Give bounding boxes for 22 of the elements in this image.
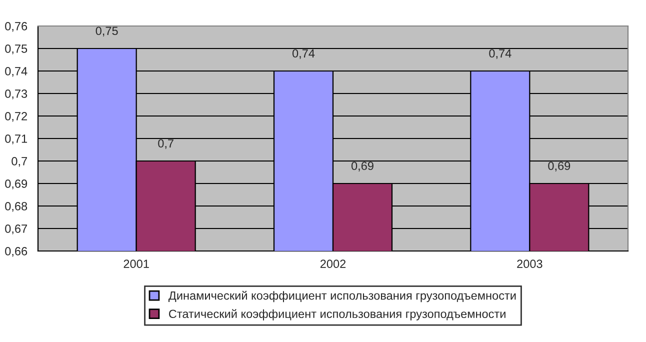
y-tick-label: 0,68 bbox=[5, 202, 28, 212]
x-tick-label: 2002 bbox=[320, 260, 346, 268]
y-tick-label: 0,67 bbox=[5, 224, 27, 234]
data-label: 0,7 bbox=[158, 139, 174, 149]
data-label: 0,69 bbox=[351, 162, 374, 172]
data-label: 0,74 bbox=[292, 49, 315, 59]
y-tick-label: 0,7 bbox=[12, 157, 27, 167]
legend-label: Статический коэффициент использования грузоподъемности bbox=[169, 309, 506, 320]
data-label: 0,74 bbox=[489, 49, 512, 59]
y-tick-label: 0,74 bbox=[5, 67, 28, 77]
x-tick-label: 2003 bbox=[517, 260, 542, 268]
data-label: 0,75 bbox=[96, 26, 118, 36]
y-tick-label: 0,73 bbox=[5, 90, 28, 100]
data-label: 0,69 bbox=[548, 162, 570, 172]
x-tick-label: 2001 bbox=[124, 260, 149, 268]
y-tick-label: 0,71 bbox=[5, 134, 28, 144]
y-tick-label: 0,75 bbox=[5, 44, 28, 54]
y-tick-label: 0,76 bbox=[5, 22, 28, 32]
legend-label: Динамический коэффициент использования грузоподъемности bbox=[168, 290, 516, 302]
y-tick-label: 0,69 bbox=[5, 180, 28, 190]
y-tick-label: 0,72 bbox=[5, 112, 27, 122]
y-tick-label: 0,66 bbox=[5, 247, 28, 257]
